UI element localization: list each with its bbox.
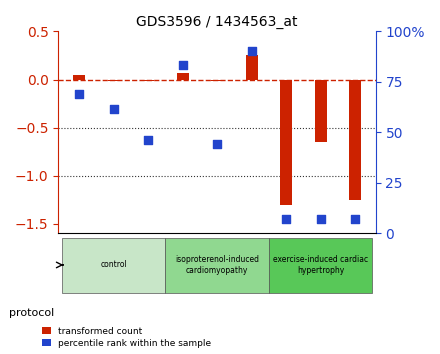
Bar xyxy=(107,80,120,81)
Bar xyxy=(176,73,189,80)
Bar xyxy=(142,80,154,81)
Bar xyxy=(246,56,257,80)
FancyBboxPatch shape xyxy=(269,238,372,293)
Text: exercise-induced cardiac
hypertrophy: exercise-induced cardiac hypertrophy xyxy=(273,255,368,275)
Point xyxy=(248,48,255,53)
Point xyxy=(282,216,290,222)
Point xyxy=(144,137,151,142)
Point xyxy=(110,107,117,112)
Bar xyxy=(315,80,326,142)
Title: GDS3596 / 1434563_at: GDS3596 / 1434563_at xyxy=(136,15,298,29)
Text: control: control xyxy=(100,261,127,269)
Point xyxy=(352,216,359,222)
Text: isoproterenol-induced
cardiomyopathy: isoproterenol-induced cardiomyopathy xyxy=(175,255,259,275)
Bar xyxy=(280,80,292,205)
Bar xyxy=(349,80,361,200)
Point xyxy=(76,91,83,97)
Point xyxy=(317,216,324,222)
FancyBboxPatch shape xyxy=(165,238,269,293)
Bar xyxy=(73,75,85,80)
Point xyxy=(179,62,186,68)
FancyBboxPatch shape xyxy=(62,238,165,293)
Text: protocol: protocol xyxy=(9,308,54,318)
Legend: transformed count, percentile rank within the sample: transformed count, percentile rank withi… xyxy=(40,325,213,349)
Bar xyxy=(211,80,223,81)
Point xyxy=(213,142,220,147)
